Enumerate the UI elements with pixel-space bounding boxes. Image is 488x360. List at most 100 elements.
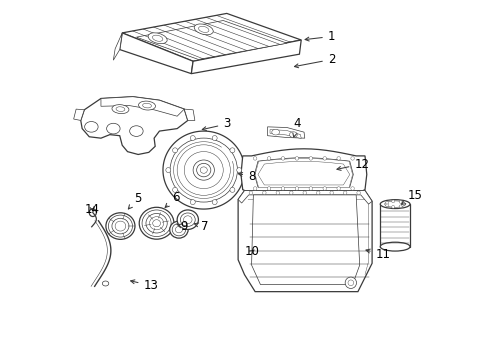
Circle shape	[398, 201, 401, 203]
Ellipse shape	[148, 33, 167, 44]
Polygon shape	[122, 13, 301, 61]
Circle shape	[262, 191, 265, 194]
Circle shape	[391, 200, 394, 203]
Circle shape	[281, 187, 284, 190]
Circle shape	[165, 168, 170, 172]
Ellipse shape	[116, 107, 124, 112]
Ellipse shape	[184, 152, 223, 189]
Ellipse shape	[102, 281, 108, 286]
Ellipse shape	[177, 145, 230, 195]
Text: 15: 15	[401, 189, 422, 204]
Ellipse shape	[106, 213, 135, 239]
Circle shape	[190, 199, 195, 204]
Polygon shape	[269, 130, 301, 139]
Circle shape	[398, 205, 401, 208]
Polygon shape	[254, 158, 353, 187]
Ellipse shape	[289, 132, 297, 138]
Circle shape	[253, 157, 256, 160]
Text: 8: 8	[238, 170, 255, 183]
Text: 7: 7	[194, 220, 207, 233]
Ellipse shape	[196, 163, 210, 177]
Circle shape	[385, 204, 388, 207]
Ellipse shape	[194, 24, 213, 35]
Circle shape	[267, 157, 270, 160]
Text: 9: 9	[177, 220, 187, 233]
Circle shape	[356, 191, 360, 194]
Text: 14: 14	[85, 203, 100, 216]
Circle shape	[329, 191, 333, 194]
Ellipse shape	[149, 217, 163, 230]
Circle shape	[289, 191, 292, 194]
Ellipse shape	[380, 200, 409, 208]
Circle shape	[322, 157, 326, 160]
Ellipse shape	[142, 210, 171, 237]
Circle shape	[308, 187, 312, 190]
Circle shape	[212, 136, 217, 140]
Polygon shape	[136, 21, 286, 59]
Text: 2: 2	[294, 53, 335, 68]
Circle shape	[345, 277, 356, 288]
Circle shape	[303, 191, 306, 194]
Text: 12: 12	[336, 158, 368, 171]
Ellipse shape	[170, 138, 237, 202]
Ellipse shape	[112, 105, 129, 114]
Text: 3: 3	[202, 117, 230, 131]
Polygon shape	[81, 97, 187, 154]
Ellipse shape	[152, 35, 163, 41]
Text: 5: 5	[128, 192, 141, 209]
Polygon shape	[238, 191, 371, 204]
Circle shape	[190, 136, 195, 140]
Circle shape	[172, 148, 177, 153]
Text: 6: 6	[165, 191, 179, 207]
Ellipse shape	[193, 160, 214, 180]
Polygon shape	[258, 161, 349, 185]
Circle shape	[295, 157, 298, 160]
Ellipse shape	[198, 26, 208, 32]
Ellipse shape	[180, 213, 195, 226]
Circle shape	[248, 191, 252, 194]
Ellipse shape	[271, 129, 279, 135]
Circle shape	[172, 188, 177, 192]
Polygon shape	[255, 158, 352, 188]
Circle shape	[350, 157, 354, 160]
Polygon shape	[184, 109, 195, 121]
Circle shape	[308, 157, 312, 160]
Polygon shape	[163, 131, 244, 209]
Ellipse shape	[152, 220, 160, 227]
Text: 4: 4	[292, 117, 300, 137]
Circle shape	[281, 157, 284, 160]
Circle shape	[336, 187, 340, 190]
Ellipse shape	[139, 207, 174, 239]
Circle shape	[347, 280, 353, 285]
Circle shape	[276, 191, 279, 194]
Circle shape	[267, 187, 270, 190]
Ellipse shape	[145, 213, 167, 233]
Polygon shape	[191, 40, 301, 74]
Ellipse shape	[106, 123, 120, 134]
Ellipse shape	[169, 221, 188, 238]
Polygon shape	[241, 149, 366, 194]
Text: 10: 10	[244, 245, 259, 258]
Circle shape	[385, 202, 388, 204]
Ellipse shape	[84, 122, 98, 132]
Text: 11: 11	[365, 248, 390, 261]
Ellipse shape	[129, 126, 143, 136]
Ellipse shape	[177, 210, 198, 229]
Circle shape	[322, 187, 326, 190]
Circle shape	[229, 148, 234, 153]
Ellipse shape	[108, 215, 132, 237]
Circle shape	[336, 157, 340, 160]
Circle shape	[236, 168, 241, 172]
Ellipse shape	[380, 242, 409, 251]
Circle shape	[402, 203, 405, 206]
Ellipse shape	[142, 103, 151, 108]
Circle shape	[229, 188, 234, 192]
Polygon shape	[251, 195, 359, 284]
Polygon shape	[267, 127, 304, 138]
Polygon shape	[238, 191, 371, 292]
Polygon shape	[74, 109, 84, 121]
Text: 1: 1	[305, 30, 335, 43]
Ellipse shape	[138, 101, 155, 110]
Ellipse shape	[89, 209, 96, 216]
Polygon shape	[120, 33, 193, 74]
